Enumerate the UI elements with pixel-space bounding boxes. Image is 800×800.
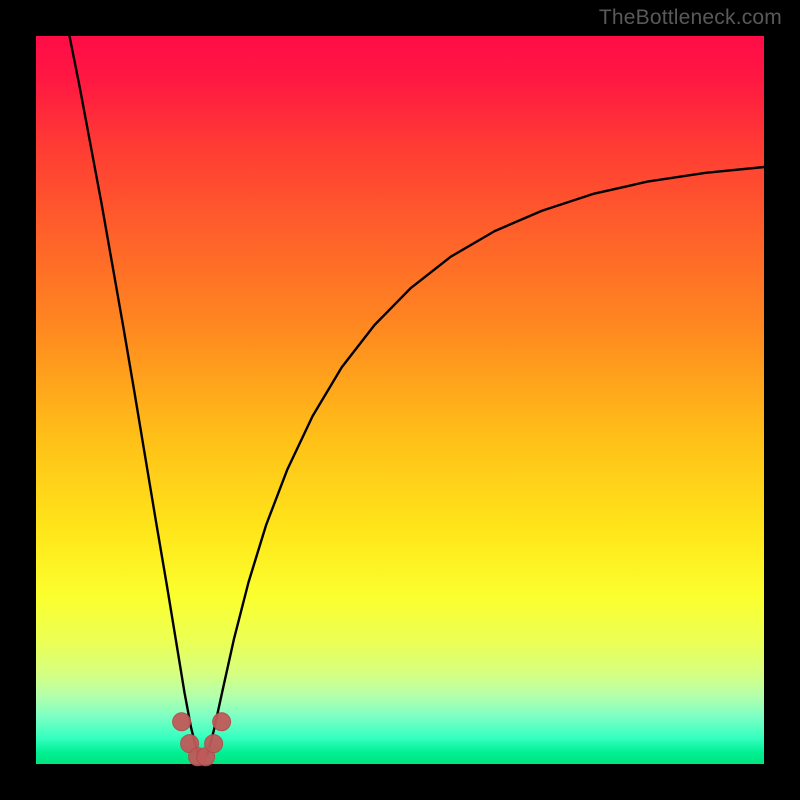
- plot-background-gradient: [36, 36, 764, 764]
- trough-marker: [197, 748, 215, 766]
- trough-marker: [213, 713, 231, 731]
- trough-markers: [173, 713, 231, 766]
- outer-bg: [0, 0, 800, 800]
- trough-marker: [205, 735, 223, 753]
- chart-svg: [0, 0, 800, 800]
- trough-marker: [189, 748, 207, 766]
- bottleneck-curve: [69, 36, 764, 760]
- trough-marker: [181, 735, 199, 753]
- trough-marker: [173, 713, 191, 731]
- chart-frame: TheBottleneck.com: [0, 0, 800, 800]
- watermark-text: TheBottleneck.com: [599, 6, 782, 30]
